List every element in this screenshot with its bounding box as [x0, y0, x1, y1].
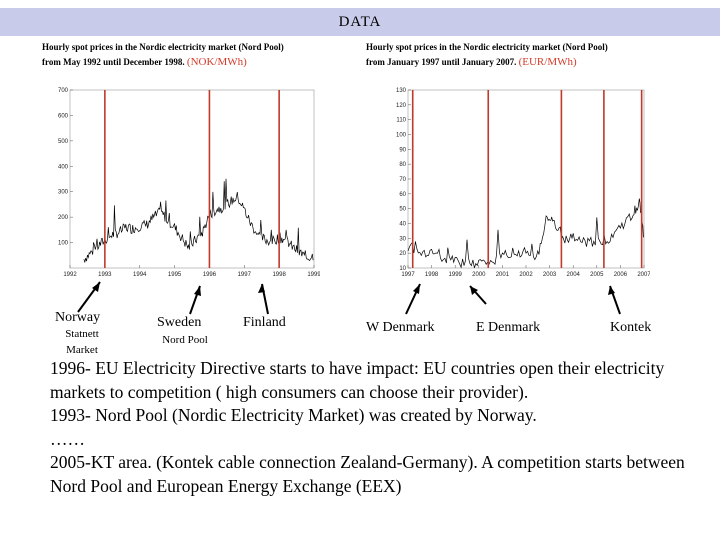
x-tick-label: 2002	[519, 272, 533, 278]
label-statnett: Statnett	[65, 328, 99, 340]
x-tick-label: 2000	[472, 272, 486, 278]
x-tick-label: 2005	[590, 272, 604, 278]
y-tick-label: 100	[396, 133, 407, 139]
right-chart-caption: Hourly spot prices in the Nordic electri…	[366, 40, 666, 70]
series-line	[83, 178, 314, 263]
right-caption-unit: (EUR/MWh)	[518, 56, 577, 68]
y-tick-label: 130	[396, 88, 407, 94]
left-caption-unit: (NOK/MWh)	[186, 56, 247, 68]
series-line	[407, 198, 644, 269]
arrow-head-kontek	[608, 286, 615, 295]
y-tick-label: 200	[58, 215, 69, 221]
y-tick-label: 70	[399, 177, 406, 183]
x-tick-label: 2004	[567, 272, 581, 278]
label-nordpool: Nord Pool	[162, 334, 208, 346]
left-caption-line2: from May 1992 until December 1998.	[42, 57, 185, 67]
y-tick-label: 500	[58, 139, 69, 145]
x-tick-label: 1998	[272, 272, 286, 278]
y-tick-label: 80	[399, 162, 406, 168]
x-tick-label: 1992	[63, 272, 77, 278]
y-tick-label: 50	[399, 207, 406, 213]
label-finland: Finland	[243, 315, 286, 330]
left-chart: 100 200 300 400 500 600 700 1992 1993 1994 1995 199…	[50, 86, 321, 291]
chart-frame	[69, 89, 315, 269]
right-caption-line1: Hourly spot prices in the Nordic electri…	[366, 42, 608, 52]
y-tick-label: 60	[399, 192, 406, 198]
x-tick-label: 1993	[98, 272, 112, 278]
right-chart-svg: 10 20 30 40 50 60 70 80 90 100 110 120 130 1997 1998 19…	[396, 88, 651, 278]
y-tick-label: 110	[396, 118, 406, 124]
label-norway: Norway	[55, 310, 101, 325]
x-tick-label: 2001	[496, 272, 510, 278]
label-market: Market	[66, 344, 98, 356]
label-kontek: Kontek	[610, 320, 652, 335]
y-tick-label: 700	[58, 88, 69, 94]
y-tick-label: 600	[58, 113, 69, 119]
right-caption-line2: from January 1997 until January 2007.	[366, 57, 517, 67]
arrow-head-sweden	[194, 286, 201, 296]
x-tick-label: 2003	[543, 272, 557, 278]
arrow-head-norway	[92, 282, 100, 292]
label-edenmark: E Denmark	[476, 320, 541, 335]
y-tick-label: 40	[399, 222, 406, 228]
x-tick-label: 1996	[203, 272, 217, 278]
x-tick-label: 1999	[307, 272, 320, 278]
arrow-head-wdenmark	[413, 284, 420, 294]
x-tick-label: 1999	[449, 272, 463, 278]
y-tick-label: 90	[399, 147, 406, 153]
x-tick-label: 1995	[168, 272, 182, 278]
body-text: 1996- EU Electricity Directive starts to…	[50, 357, 690, 498]
y-tick-label: 120	[396, 103, 407, 109]
left-chart-svg: 100 200 300 400 500 600 700 1992 1993 1994 1995 199…	[58, 88, 321, 278]
body-line-4: 2005-KT area. (Kontek cable connection Z…	[50, 452, 685, 496]
label-wdenmark: W Denmark	[366, 320, 435, 335]
x-tick-label: 2007	[637, 272, 650, 278]
body-line-1: 1996- EU Electricity Directive starts to…	[50, 358, 665, 402]
left-caption-line1: Hourly spot prices in the Nordic electri…	[42, 42, 284, 52]
y-tick-label: 100	[58, 241, 69, 247]
x-tick-label: 1998	[425, 272, 439, 278]
label-sweden: Sweden	[157, 315, 202, 330]
y-tick-label: 400	[58, 164, 69, 170]
y-tick-label: 20	[399, 251, 406, 257]
left-chart-caption: Hourly spot prices in the Nordic electri…	[42, 40, 332, 70]
body-line-2: 1993- Nord Pool (Nordic Electricity Mark…	[50, 405, 537, 425]
y-tick-label: 10	[399, 266, 406, 272]
label-statnett-market: Statnett Market	[52, 326, 112, 358]
arrow-head-edenmark	[470, 286, 478, 295]
x-tick-label: 1997	[238, 272, 252, 278]
y-tick-label: 30	[399, 236, 406, 242]
x-tick-label: 1994	[133, 272, 147, 278]
y-tick-label: 300	[58, 190, 69, 196]
body-line-3: ……	[50, 428, 85, 449]
arrow-head-finland	[258, 284, 265, 293]
x-tick-label: 1997	[401, 272, 415, 278]
x-tick-label: 2006	[614, 272, 628, 278]
page-title: DATA	[0, 8, 720, 36]
right-chart: 10 20 30 40 50 60 70 80 90 100 110 120 130 1997 1998 19…	[388, 86, 651, 291]
